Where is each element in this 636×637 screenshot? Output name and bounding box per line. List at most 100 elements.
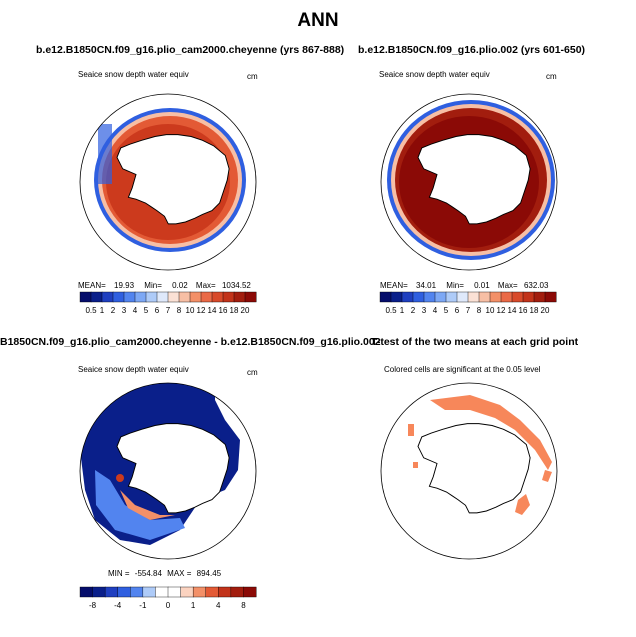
panel2-units: cm (546, 72, 557, 81)
colorbar-swatch (79, 586, 94, 598)
colorbar-swatch (522, 291, 535, 303)
panel2-max-label: Max= (497, 281, 518, 290)
colorbar-swatch (500, 291, 513, 303)
colorbar-swatch (222, 291, 235, 303)
panel2-max-value: 632.03 (523, 281, 549, 290)
panel2-mean-value: 34.01 (416, 281, 437, 290)
colorbar-swatch (90, 291, 103, 303)
colorbar-tick-label: -1 (139, 601, 147, 610)
colorbar-swatch (230, 586, 244, 598)
colorbar-tick-label: 12 (496, 306, 506, 315)
colorbar-tick-label: 4 (132, 306, 138, 315)
colorbar-swatch (155, 586, 169, 598)
colorbar-swatch (412, 291, 425, 303)
colorbar-swatch (200, 291, 213, 303)
colorbar-swatch (544, 291, 557, 303)
colorbar-tick-label: 20 (240, 306, 250, 315)
panel1-colorbar (79, 291, 257, 303)
colorbar-tick-label: 0.5 (85, 306, 97, 315)
panel3-subtitle: Seaice snow depth water equiv (78, 365, 189, 374)
colorbar-swatch (456, 291, 469, 303)
panel4-map (380, 382, 558, 560)
panel3-max-label: MAX = (167, 569, 192, 578)
colorbar-tick-label: 8 (241, 601, 246, 610)
colorbar-swatch (445, 291, 458, 303)
panel3-colorbar (79, 586, 257, 598)
colorbar-swatch (167, 586, 182, 598)
colorbar-swatch (218, 586, 232, 598)
panel1-max-label: Max= (195, 281, 216, 290)
colorbar-swatch (104, 586, 119, 598)
colorbar-swatch (123, 291, 136, 303)
panel4-subtitle: Colored cells are significant at the 0.0… (384, 365, 541, 374)
colorbar-tick-label: 1 (399, 306, 405, 315)
colorbar-swatch (189, 291, 202, 303)
panel2-subtitle: Seaice snow depth water equiv (379, 70, 490, 79)
panel2-min-label: Min= (446, 281, 464, 290)
colorbar-swatch (467, 291, 480, 303)
panel1-title: b.e12.B1850CN.f09_g16.plio_cam2000.cheye… (36, 44, 345, 56)
colorbar-swatch (390, 291, 403, 303)
colorbar-swatch (79, 291, 92, 303)
colorbar-tick-label: 5 (443, 306, 449, 315)
panel2-map-border (380, 93, 558, 271)
colorbar-tick-label: 0 (165, 601, 171, 610)
colorbar-swatch (511, 291, 524, 303)
colorbar-tick-label: 16 (518, 306, 528, 315)
colorbar-swatch (145, 291, 158, 303)
colorbar-swatch (401, 291, 414, 303)
colorbar-tick-label: 7 (165, 306, 171, 315)
colorbar-tick-label: -4 (114, 601, 122, 610)
colorbar-swatch (192, 586, 207, 598)
panel3-map-border (79, 382, 257, 560)
colorbar-swatch (180, 586, 194, 598)
colorbar-tick-label: 0.5 (385, 306, 397, 315)
colorbar-tick-label: 1 (190, 601, 196, 610)
colorbar-swatch (489, 291, 502, 303)
panel3-min-value: -554.84 (134, 569, 162, 578)
colorbar-tick-label: 10 (185, 306, 195, 315)
colorbar-swatch (533, 291, 546, 303)
colorbar-swatch (243, 586, 257, 598)
colorbar-tick-label: -8 (89, 601, 97, 610)
colorbar-swatch (101, 291, 114, 303)
colorbar-tick-label: 6 (454, 306, 460, 315)
colorbar-tick-label: 5 (143, 306, 149, 315)
panel2-title: b.e12.B1850CN.f09_g16.plio.002 (yrs 601-… (358, 44, 586, 56)
colorbar-tick-label: 2 (110, 306, 116, 315)
panel2-mean-label: MEAN= (380, 281, 408, 290)
colorbar-tick-label: 7 (465, 306, 471, 315)
panel1-map (79, 93, 257, 271)
colorbar-swatch (156, 291, 169, 303)
colorbar-swatch (112, 291, 125, 303)
colorbar-swatch (434, 291, 447, 303)
colorbar-tick-label: 8 (476, 306, 482, 315)
colorbar-swatch (130, 586, 144, 598)
colorbar-tick-label: 18 (529, 306, 539, 315)
panel3-map (79, 382, 257, 560)
colorbar-tick-label: 12 (196, 306, 206, 315)
panel4-map-border (380, 382, 558, 560)
colorbar-swatch (423, 291, 436, 303)
colorbar-swatch (233, 291, 246, 303)
colorbar-tick-label: 4 (432, 306, 438, 315)
panel1-mean-label: MEAN= (78, 281, 106, 290)
colorbar-swatch (142, 586, 156, 598)
colorbar-swatch (92, 586, 106, 598)
panel1-min-value: 0.02 (172, 281, 188, 290)
panel1-map-border (79, 93, 257, 271)
panel2-colorbar (379, 291, 557, 303)
colorbar-swatch (244, 291, 257, 303)
panel1-units: cm (247, 72, 258, 81)
colorbar-tick-label: 16 (218, 306, 228, 315)
colorbar-tick-label: 10 (485, 306, 495, 315)
panel2-map (380, 93, 558, 271)
panel3-title: B1850CN.f09_g16.plio_cam2000.cheyenne - … (0, 336, 381, 348)
colorbar-tick-label: 4 (216, 601, 221, 610)
colorbar-tick-label: 3 (121, 306, 127, 315)
panel1-stats: MEAN= 19.93 Min= 0.02 Max= 1034.52 (78, 281, 251, 290)
panel2-min-value: 0.01 (474, 281, 490, 290)
panel2-stats: MEAN= 34.01 Min= 0.01 Max= 632.03 (380, 281, 548, 290)
colorbar-swatch (134, 291, 147, 303)
